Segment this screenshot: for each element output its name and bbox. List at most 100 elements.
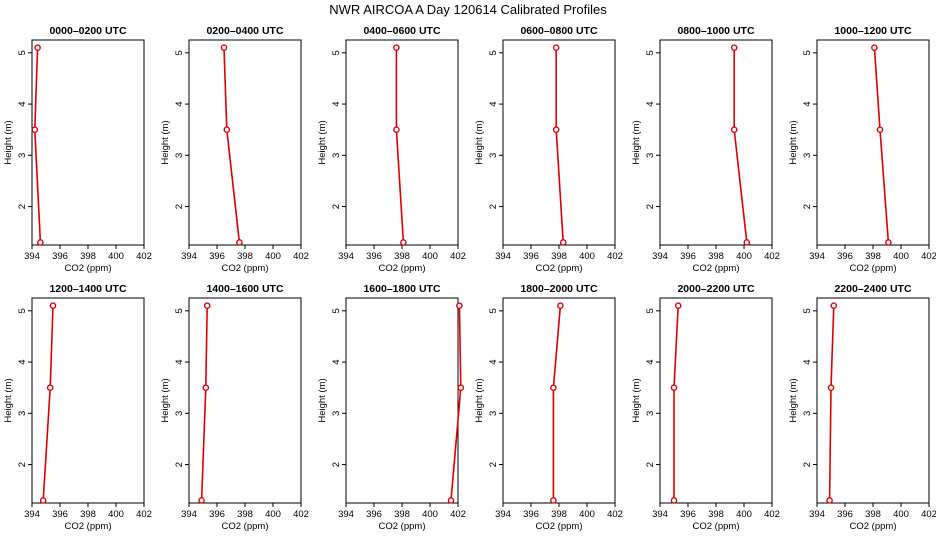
panel-10-title: 1800–2000 UTC xyxy=(520,283,597,295)
panel-12-x-tick-label-400: 400 xyxy=(893,509,909,520)
panel-4-title: 0600–0800 UTC xyxy=(520,25,597,37)
panel-7-x-tick-label-394: 394 xyxy=(24,509,40,520)
panel-2-point-1 xyxy=(220,44,228,51)
panel-11-y-tick-label-4: 4 xyxy=(645,359,656,364)
panel-12-y-tick-label-3: 3 xyxy=(802,411,813,416)
panel-2-x-tick-label-402: 402 xyxy=(293,251,309,262)
panel-8-point-1 xyxy=(203,302,211,309)
panel-1-y-tick-label-2: 2 xyxy=(17,204,28,209)
panel-12-x-axis-label: CO2 (ppm) xyxy=(850,521,897,532)
panel-12-x-tick-label-396: 396 xyxy=(837,509,853,520)
panel-1-y-tick-label-3: 3 xyxy=(17,153,28,158)
panel-8-x-tick-label-396: 396 xyxy=(209,509,225,520)
panel-12-point-1 xyxy=(830,302,838,309)
panel-2: 0200–0400 UTC 394 396 398 400 402 2 3 4 5 CO2 (ppm… xyxy=(160,25,309,274)
panel-5-profile-line xyxy=(733,47,748,243)
panel-1-x-tick-label-402: 402 xyxy=(136,251,152,262)
panel-5-y-axis-label: Height (m) xyxy=(631,120,642,164)
panel-2-x-tick-label-394: 394 xyxy=(181,251,197,262)
panel-8-y-tick-label-2: 2 xyxy=(174,462,185,467)
panel-2-y-tick-label-5: 5 xyxy=(174,50,185,55)
panel-4-x-axis-label: CO2 (ppm) xyxy=(536,263,583,274)
panel-11-y-tick-label-2: 2 xyxy=(645,462,656,467)
panel-3-x-axis-label: CO2 (ppm) xyxy=(379,263,426,274)
panel-8-x-tick-label-398: 398 xyxy=(237,509,253,520)
panel-5-x-axis-label: CO2 (ppm) xyxy=(693,263,740,274)
panel-9-x-tick-label-400: 400 xyxy=(422,509,438,520)
panel-6-x-tick-label-402: 402 xyxy=(921,251,936,262)
panel-1-point-2 xyxy=(31,126,39,133)
panel-9-x-tick-label-394: 394 xyxy=(338,509,354,520)
panel-3-y-tick-label-2: 2 xyxy=(331,204,342,209)
panel-7-point-2 xyxy=(46,384,54,391)
panel-5: 0800–1000 UTC 394 396 398 400 402 2 3 4 5 CO2 (ppm… xyxy=(631,25,780,274)
panel-6: 1000–1200 UTC 394 396 398 400 402 2 3 4 5 CO2 (ppm… xyxy=(788,25,936,274)
panel-9-y-tick-label-2: 2 xyxy=(331,462,342,467)
panel-8-y-tick-label-4: 4 xyxy=(174,359,185,364)
panel-6-y-tick-label-2: 2 xyxy=(802,204,813,209)
panel-2-x-axis-label: CO2 (ppm) xyxy=(222,263,269,274)
panel-10-x-tick-label-396: 396 xyxy=(523,509,539,520)
panel-8-x-tick-label-394: 394 xyxy=(181,509,197,520)
panel-11-point-2 xyxy=(670,384,678,391)
panel-10-x-axis-label: CO2 (ppm) xyxy=(536,521,583,532)
panel-10-y-tick-label-4: 4 xyxy=(488,359,499,364)
panel-7: 1200–1400 UTC 394 396 398 400 402 2 3 4 5 CO2 (ppm… xyxy=(3,283,152,532)
panel-11-y-tick-label-3: 3 xyxy=(645,411,656,416)
panel-12-y-axis-label: Height (m) xyxy=(788,378,799,422)
panel-12-x-tick-label-394: 394 xyxy=(809,509,825,520)
panel-4-x-tick-label-394: 394 xyxy=(495,251,511,262)
panel-12-x-tick-label-398: 398 xyxy=(865,509,881,520)
panel-11-title: 2000–2200 UTC xyxy=(677,283,754,295)
panel-8-x-axis-label: CO2 (ppm) xyxy=(222,521,269,532)
panel-6-y-tick-label-3: 3 xyxy=(802,153,813,158)
panel-2-title: 0200–0400 UTC xyxy=(206,25,283,37)
panel-1-x-tick-label-394: 394 xyxy=(24,251,40,262)
panel-4-y-tick-label-2: 2 xyxy=(488,204,499,209)
panel-7-x-axis-label: CO2 (ppm) xyxy=(65,521,112,532)
panel-12-profile-line xyxy=(828,305,835,501)
panel-4-y-tick-label-4: 4 xyxy=(488,101,499,106)
panel-2-y-axis-label: Height (m) xyxy=(160,120,171,164)
panel-3-x-tick-label-400: 400 xyxy=(422,251,438,262)
panel-9-point-2 xyxy=(457,384,465,391)
panel-3-y-axis-label: Height (m) xyxy=(317,120,328,164)
panel-5-x-tick-label-398: 398 xyxy=(708,251,724,262)
panel-11-x-axis-label: CO2 (ppm) xyxy=(693,521,740,532)
panel-9-y-tick-label-4: 4 xyxy=(331,359,342,364)
panel-8-y-tick-label-5: 5 xyxy=(174,308,185,313)
panel-6-x-tick-label-396: 396 xyxy=(837,251,853,262)
panel-9-x-axis-label: CO2 (ppm) xyxy=(379,521,426,532)
panel-1-y-tick-label-5: 5 xyxy=(17,50,28,55)
panel-11: 2000–2200 UTC 394 396 398 400 402 2 3 4 5 CO2 (ppm… xyxy=(631,283,780,532)
panel-2-y-tick-label-3: 3 xyxy=(174,153,185,158)
panel-9-x-tick-label-396: 396 xyxy=(366,509,382,520)
panel-5-y-tick-label-4: 4 xyxy=(645,101,656,106)
panel-6-y-tick-label-5: 5 xyxy=(802,50,813,55)
panel-12-point-2 xyxy=(827,384,835,391)
panel-7-title: 1200–1400 UTC xyxy=(49,283,126,295)
panel-8-title: 1400–1600 UTC xyxy=(206,283,283,295)
panel-3-x-tick-label-394: 394 xyxy=(338,251,354,262)
panel-1-y-tick-label-4: 4 xyxy=(17,101,28,106)
panel-11-x-tick-label-402: 402 xyxy=(764,509,780,520)
panel-6-point-1 xyxy=(871,44,878,51)
panel-7-point-3 xyxy=(39,497,47,504)
panel-3-point-2 xyxy=(393,126,400,133)
panel-12-y-tick-label-2: 2 xyxy=(802,462,813,467)
panel-11-y-axis-label: Height (m) xyxy=(631,378,642,422)
panel-10-point-2 xyxy=(550,384,557,391)
panel-4-plot-frame xyxy=(502,39,616,246)
panel-3-y-tick-label-5: 5 xyxy=(331,50,342,55)
panel-12-x-tick-label-402: 402 xyxy=(921,509,936,520)
panel-5-title: 0800–1000 UTC xyxy=(677,25,754,37)
panel-5-y-tick-label-2: 2 xyxy=(645,204,656,209)
panel-1-title: 0000–0200 UTC xyxy=(49,25,126,37)
panel-7-y-tick-label-3: 3 xyxy=(17,411,28,416)
panel-8-y-axis-label: Height (m) xyxy=(160,378,171,422)
panel-2-x-tick-label-396: 396 xyxy=(209,251,225,262)
panel-8-point-2 xyxy=(202,384,210,391)
panel-5-x-tick-label-402: 402 xyxy=(764,251,780,262)
panel-2-point-3 xyxy=(236,239,243,246)
